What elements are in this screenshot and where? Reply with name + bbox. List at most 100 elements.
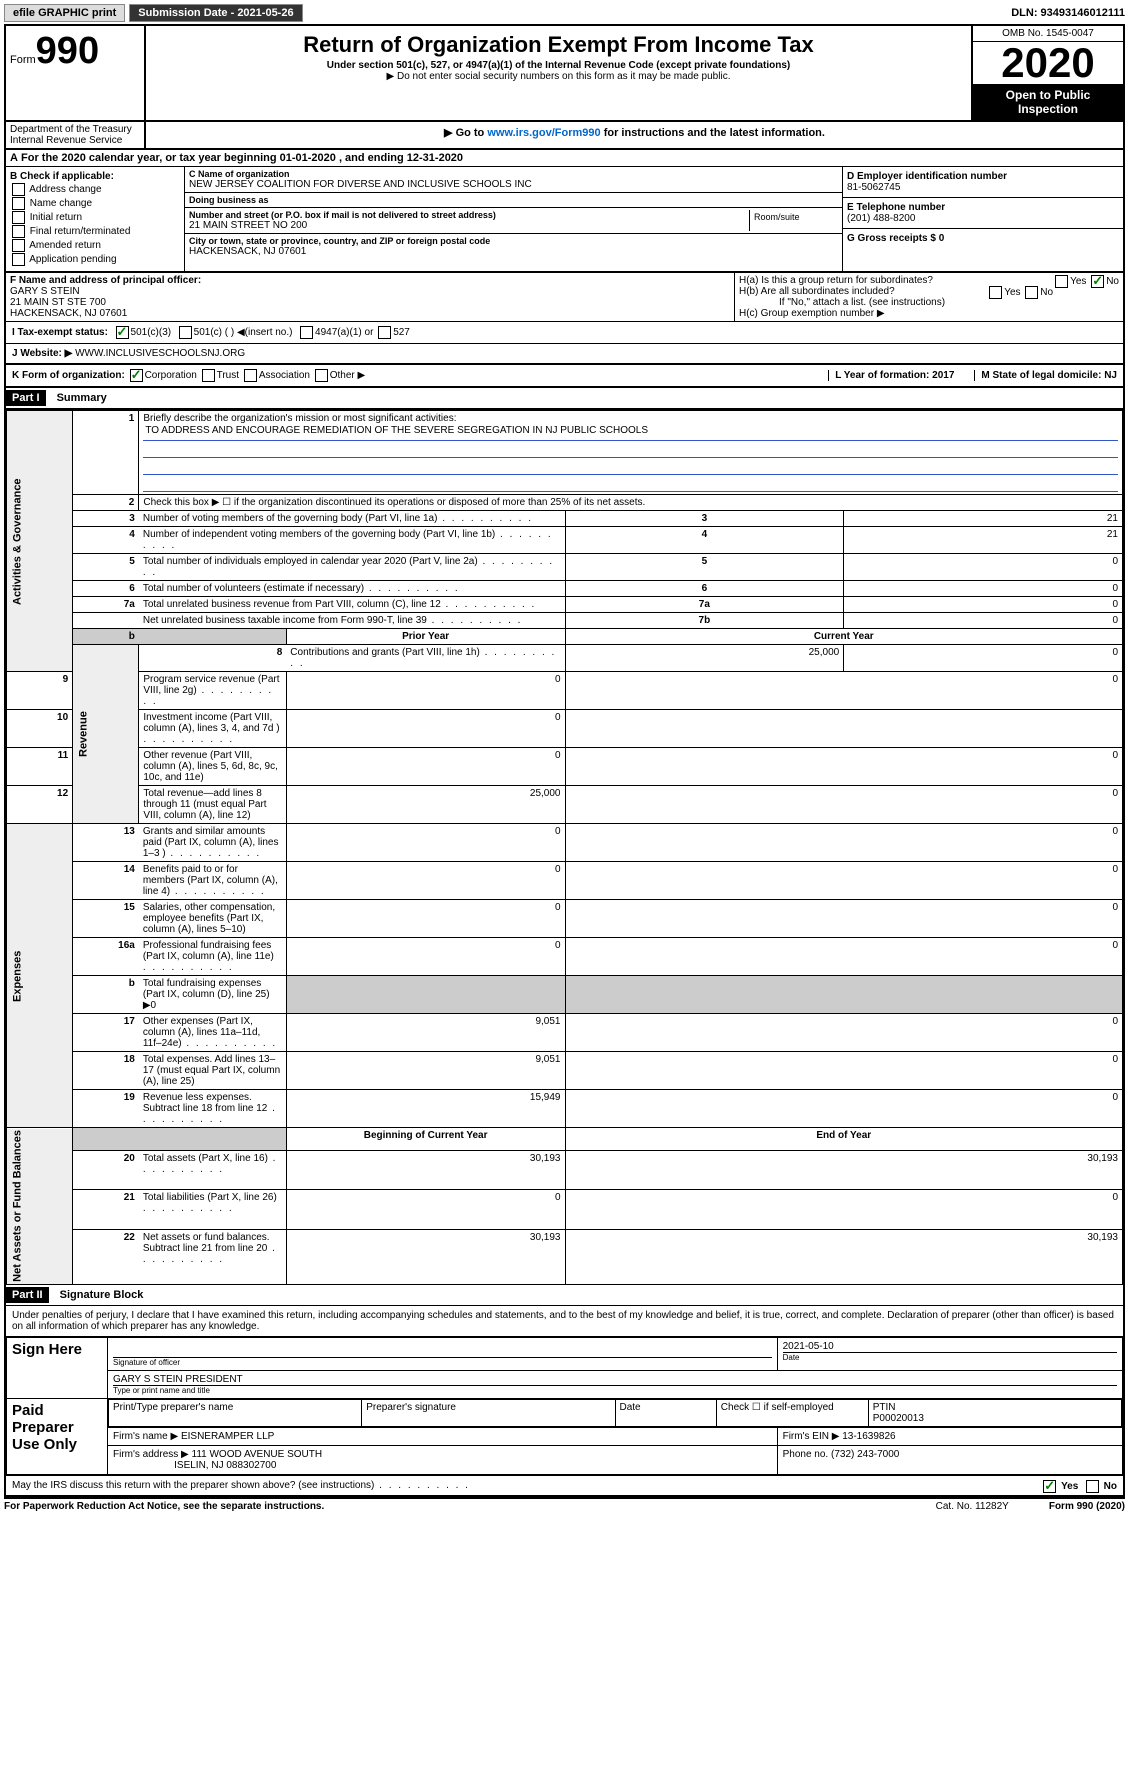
firm-ein-label: Firm's EIN ▶ (783, 1431, 840, 1442)
phone-value: (201) 488-8200 (847, 213, 1119, 224)
line-2: Check this box ▶ ☐ if the organization d… (139, 495, 1123, 511)
check-4947[interactable] (300, 326, 313, 339)
tab-expenses: Expenses (7, 824, 73, 1128)
form-title: Return of Organization Exempt From Incom… (150, 32, 967, 58)
firm-addr2: ISELIN, NJ 088302700 (174, 1460, 276, 1471)
line-8-num: 8 (139, 645, 286, 672)
check-corp[interactable] (130, 369, 143, 382)
box-h: H(a) Is this a group return for subordin… (735, 273, 1123, 321)
check-trust[interactable] (202, 369, 215, 382)
check-assoc[interactable] (244, 369, 257, 382)
firm-phone-label: Phone no. (783, 1449, 829, 1460)
line-17-prior: 9,051 (286, 1014, 565, 1052)
discuss-no-check[interactable] (1086, 1480, 1099, 1493)
check-501c[interactable] (179, 326, 192, 339)
line-13-num: 13 (73, 824, 139, 862)
line-17-curr: 0 (565, 1014, 1123, 1052)
tax-status-label: I Tax-exempt status: (12, 327, 108, 338)
line-22-begin: 30,193 (286, 1229, 565, 1284)
check-other[interactable] (315, 369, 328, 382)
year-box: OMB No. 1545-0047 2020 Open to Public In… (971, 26, 1123, 120)
opt-501c3: 501(c)(3) (131, 327, 172, 338)
line-8-prior: 25,000 (565, 645, 844, 672)
city-label: City or town, state or province, country… (189, 236, 838, 246)
part2-badge: Part II (6, 1287, 49, 1303)
discuss-yes: Yes (1061, 1481, 1078, 1492)
net-blank-num (73, 1128, 139, 1151)
line-6-val: 0 (844, 581, 1123, 597)
check-501c3[interactable] (116, 326, 129, 339)
line-21-end: 0 (565, 1190, 1123, 1229)
line-7b-val: 0 (844, 613, 1123, 629)
line-7b-num (73, 613, 139, 629)
line-19-desc: Revenue less expenses. Subtract line 18 … (139, 1090, 286, 1128)
officer-addr2: HACKENSACK, NJ 07601 (10, 308, 127, 319)
line-14-num: 14 (73, 862, 139, 900)
line-6-desc: Total number of volunteers (estimate if … (139, 581, 565, 597)
hb-text: H(b) Are all subordinates included? (739, 286, 895, 297)
line-5-col: 5 (565, 554, 844, 581)
open-inspection: Open to Public Inspection (973, 84, 1123, 120)
dln-text: DLN: 93493146012111 (1011, 7, 1125, 19)
line-3-col: 3 (565, 511, 844, 527)
sig-officer-label: Signature of officer (113, 1357, 772, 1367)
check-name[interactable]: Name change (10, 197, 180, 210)
line-18-num: 18 (73, 1052, 139, 1090)
line-19-num: 19 (73, 1090, 139, 1128)
line-16a-num: 16a (73, 938, 139, 976)
check-final[interactable]: Final return/terminated (10, 225, 180, 238)
hdr-end: End of Year (565, 1128, 1123, 1151)
line-22-end: 30,193 (565, 1229, 1123, 1284)
ptin-value: P00020013 (873, 1413, 924, 1424)
line-8-curr: 0 (844, 645, 1123, 672)
check-pending[interactable]: Application pending (10, 253, 180, 266)
check-address[interactable]: Address change (10, 183, 180, 196)
department-text: Department of the Treasury Internal Reve… (6, 122, 146, 148)
line-21-desc: Total liabilities (Part X, line 26) (139, 1190, 286, 1229)
line-4-col: 4 (565, 527, 844, 554)
city-state-zip: HACKENSACK, NJ 07601 (189, 246, 838, 257)
form-subtitle: Under section 501(c), 527, or 4947(a)(1)… (150, 60, 967, 71)
submission-date-button[interactable]: Submission Date - 2021-05-26 (129, 4, 302, 22)
line-16b-desc: Total fundraising expenses (Part IX, col… (139, 976, 286, 1014)
line-15-prior: 0 (286, 900, 565, 938)
opt-assoc: Association (259, 370, 310, 381)
efile-button[interactable]: efile GRAPHIC print (4, 4, 125, 22)
line-6-col: 6 (565, 581, 844, 597)
line-2-num: 2 (73, 495, 139, 511)
state-domicile: M State of legal domicile: NJ (981, 370, 1117, 381)
box-f: F Name and address of principal officer:… (6, 273, 735, 321)
org-name-label: C Name of organization (189, 169, 838, 179)
line-3-val: 21 (844, 511, 1123, 527)
discuss-yes-check[interactable] (1043, 1480, 1056, 1493)
part2-header: Part II Signature Block (6, 1285, 1123, 1306)
opt-trust: Trust (217, 370, 239, 381)
form-number: 990 (36, 30, 99, 72)
line-11-desc: Other revenue (Part VIII, column (A), li… (139, 748, 286, 786)
line-14-prior: 0 (286, 862, 565, 900)
goto-pre: ▶ Go to (444, 127, 487, 139)
toolbar: efile GRAPHIC print Submission Date - 20… (4, 4, 1125, 22)
line-20-begin: 30,193 (286, 1151, 565, 1190)
room-label: Room/suite (750, 210, 838, 231)
line-16b-prior (286, 976, 565, 1014)
ha-no: No (1106, 276, 1119, 287)
line-13-prior: 0 (286, 824, 565, 862)
footer: For Paperwork Reduction Act Notice, see … (4, 1497, 1125, 1512)
line-9-prior: 0 (286, 672, 565, 710)
irs-link[interactable]: www.irs.gov/Form990 (487, 127, 600, 139)
check-initial[interactable]: Initial return (10, 211, 180, 224)
firm-addr: 111 WOOD AVENUE SOUTH (192, 1449, 323, 1460)
line-5-desc: Total number of individuals employed in … (139, 554, 565, 581)
line-16a-desc: Professional fundraising fees (Part IX, … (139, 938, 286, 976)
title-box: Return of Organization Exempt From Incom… (146, 26, 971, 120)
goto-text: ▶ Go to www.irs.gov/Form990 for instruct… (146, 122, 1123, 148)
website-value: WWW.INCLUSIVESCHOOLSNJ.ORG (75, 348, 245, 359)
blank-desc (139, 629, 286, 645)
line-9-desc: Program service revenue (Part VIII, line… (139, 672, 286, 710)
discuss-row: May the IRS discuss this return with the… (6, 1475, 1123, 1495)
line-4-desc: Number of independent voting members of … (139, 527, 565, 554)
line-11-num: 11 (7, 748, 73, 786)
check-527[interactable] (378, 326, 391, 339)
check-amended[interactable]: Amended return (10, 239, 180, 252)
